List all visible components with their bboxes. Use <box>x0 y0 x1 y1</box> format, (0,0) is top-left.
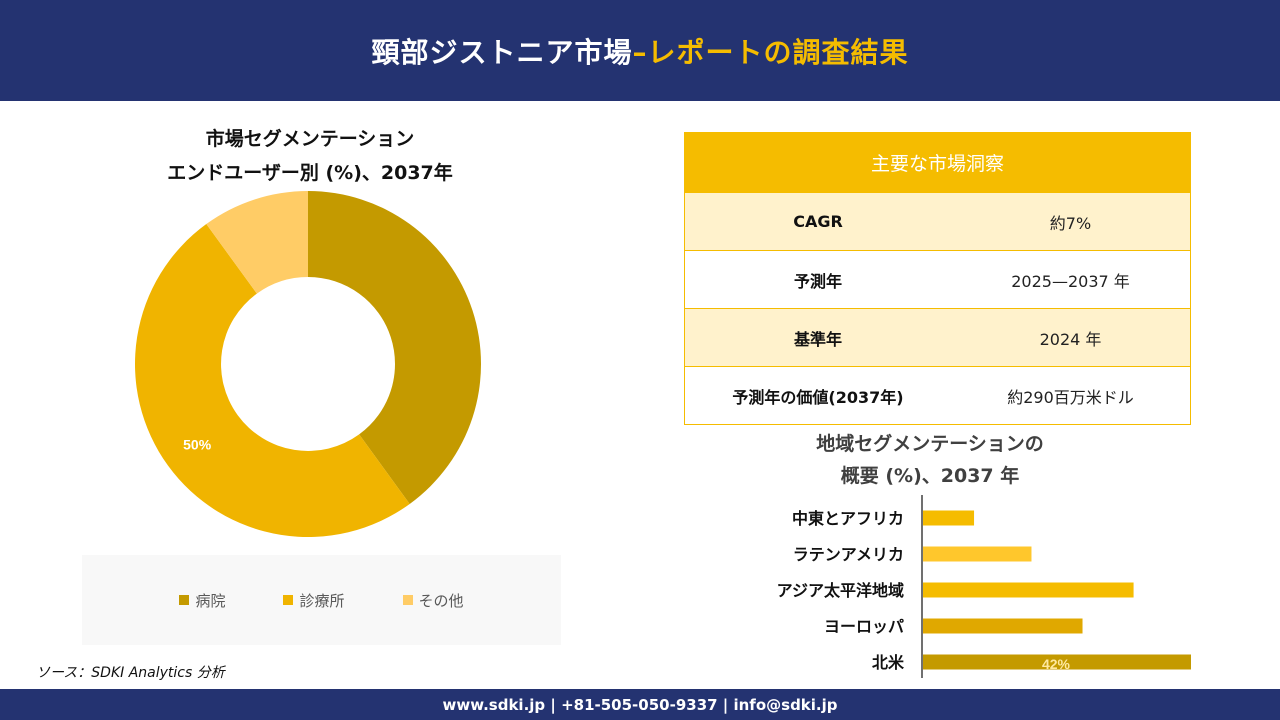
donut-title-line1: 市場セグメンテーション <box>205 128 415 150</box>
category-label: 中東とアフリカ <box>792 509 904 528</box>
insight-key: CAGR <box>793 212 843 231</box>
bar-title-line2: 概要 (%)、2037 年 <box>840 465 1020 487</box>
header-banner: 頸部ジストニア市場–レポートの調査結果 <box>0 0 1280 101</box>
insights-heading: 主要な市場洞察 <box>685 133 1190 192</box>
insight-key: 基準年 <box>793 329 842 349</box>
insight-key: 予測年の価値(2037年) <box>732 387 904 407</box>
legend-label: その他 <box>418 591 464 610</box>
footer-banner: www.sdki.jp | +81-505-050-9337 | info@sd… <box>0 689 1280 720</box>
legend-label: 病院 <box>195 591 226 610</box>
donut-chart-title: 市場セグメンテーション エンドユーザー別 (%)、2037年 <box>110 122 510 190</box>
bar-data-label: 42% <box>1042 656 1071 672</box>
insight-value: 約290百万米ドル <box>1007 387 1134 407</box>
insight-row-forecast-years: 予測年 2025—2037 年 <box>685 250 1190 308</box>
source-note: ソース：SDKI Analytics 分析 <box>36 665 225 681</box>
insight-row-cagr: CAGR 約7% <box>685 192 1190 250</box>
insight-row-base-year: 基準年 2024 年 <box>685 308 1190 366</box>
insight-value: 約7% <box>1049 213 1092 233</box>
bar-3 <box>923 582 1134 598</box>
bar-2 <box>923 546 1032 562</box>
donut-legend: 病院 診療所 その他 <box>82 555 561 645</box>
legend-swatch <box>283 595 294 605</box>
donut-slice-2 <box>135 224 410 538</box>
bar-4 <box>923 618 1083 634</box>
donut-slice-1 <box>308 191 481 504</box>
insight-value: 2024 年 <box>1039 329 1102 349</box>
legend-item: 病院 <box>179 590 225 611</box>
bar-chart-title: 地域セグメンテーションの 概要 (%)、2037 年 <box>760 428 1100 492</box>
market-insights-table: 主要な市場洞察 CAGR 約7% 予測年 2025—2037 年 基準年 202… <box>684 132 1191 425</box>
bar-title-line1: 地域セグメンテーションの <box>816 433 1044 455</box>
insight-value: 2025—2037 年 <box>1011 271 1130 291</box>
legend-item: その他 <box>402 590 464 611</box>
insight-key: 予測年 <box>793 271 842 291</box>
bar-1 <box>923 510 975 526</box>
page-title-main: 頸部ジストニア市場 <box>371 35 633 69</box>
donut-slice-3 <box>206 191 308 294</box>
insight-row-forecast-value: 予測年の価値(2037年) 約290百万米ドル <box>685 366 1190 424</box>
footer-contact: www.sdki.jp | +81-505-050-9337 | info@sd… <box>442 695 838 714</box>
category-label: アジア太平洋地域 <box>777 581 904 600</box>
page-title: 頸部ジストニア市場–レポートの調査結果 <box>371 31 908 71</box>
donut-title-line2: エンドユーザー別 (%)、2037年 <box>167 162 453 184</box>
legend-label: 診療所 <box>299 591 345 610</box>
donut-chart: 50% <box>135 191 481 538</box>
category-label: ヨーロッパ <box>824 617 904 636</box>
category-label: 北米 <box>872 653 905 672</box>
bar-5 <box>923 654 1191 670</box>
donut-data-label: 50% <box>183 437 212 453</box>
legend-item: 診療所 <box>283 590 345 611</box>
legend-swatch <box>179 595 190 605</box>
category-label: ラテンアメリカ <box>793 545 904 564</box>
page-title-accent: –レポートの調査結果 <box>632 35 909 69</box>
legend-swatch <box>402 595 413 605</box>
